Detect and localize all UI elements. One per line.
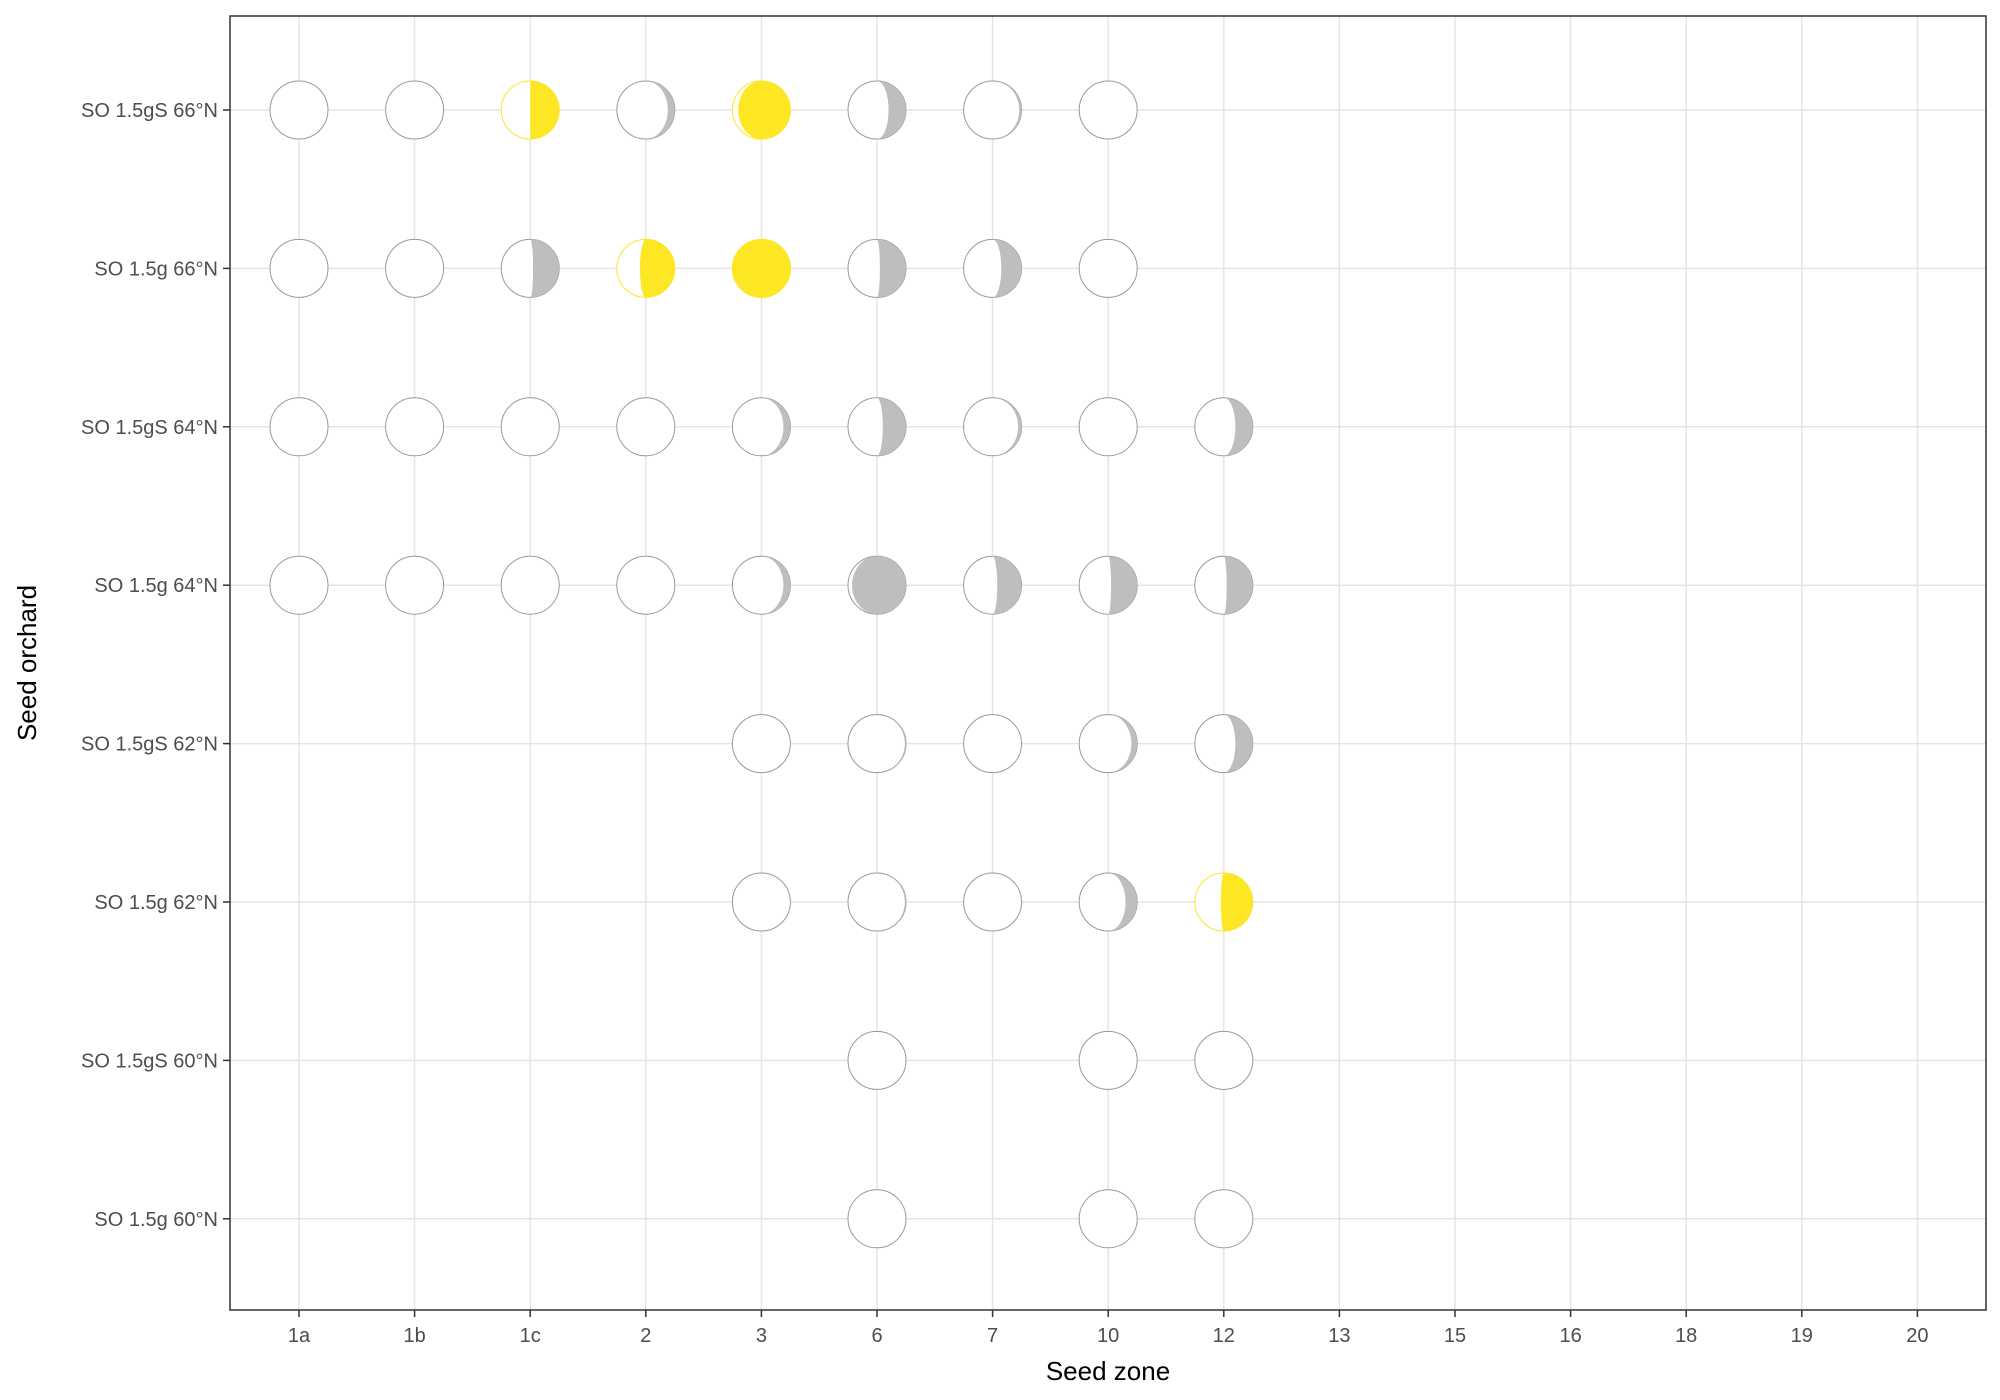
moon-point-fill	[645, 81, 675, 139]
moon-point-fill	[738, 81, 791, 139]
moon-point-fill	[992, 556, 1022, 615]
moon-point-fill	[1223, 397, 1253, 456]
moon-point-fill	[530, 239, 560, 298]
moon-point-outline	[847, 1030, 907, 1090]
moon-point-fill	[530, 81, 560, 139]
moon-point-outline	[616, 397, 676, 457]
moon-point-outline	[963, 872, 1023, 932]
y-tick-label: SO 1.5g 60°N	[94, 1209, 218, 1231]
moon-point-fill	[1108, 873, 1138, 931]
moon-point-fill	[1223, 714, 1253, 773]
x-axis-title: Seed zone	[1046, 1356, 1170, 1386]
moon-point-outline	[385, 397, 445, 457]
moon-point-fill	[852, 556, 906, 615]
x-tick-label: 2	[640, 1325, 651, 1347]
y-tick-label: SO 1.5g 66°N	[94, 258, 218, 280]
moon-point-outline	[1194, 1189, 1254, 1249]
moon-point-outline	[1194, 1030, 1254, 1090]
y-axis-title: Seed orchard	[12, 585, 42, 741]
x-tick-label: 1c	[520, 1325, 541, 1347]
moon-point-outline	[500, 397, 560, 457]
moon-point-outline	[269, 80, 329, 140]
moon-point-outline	[500, 555, 560, 615]
moon-point-fill	[877, 397, 906, 456]
moon-point-outline	[1078, 1189, 1138, 1249]
moon-point-fill	[1108, 556, 1138, 615]
x-axis: 1a 1b 1c 2 3 6 7 10 12 13 15 16 18 19 20	[288, 1310, 1929, 1347]
moon-point-outline	[1078, 238, 1138, 298]
moon-point-outline	[1078, 397, 1138, 457]
moon-point-outline	[616, 555, 676, 615]
x-tick-label: 1a	[288, 1325, 311, 1347]
y-tick-label: SO 1.5g 64°N	[94, 575, 218, 597]
x-tick-label: 3	[756, 1325, 767, 1347]
moon-point-fill	[1220, 873, 1253, 931]
x-tick-label: 16	[1559, 1325, 1581, 1347]
moon-point-outline	[269, 397, 329, 457]
moon-point-outline	[1078, 1030, 1138, 1090]
moon-point-outline	[385, 80, 445, 140]
y-tick-label: SO 1.5gS 66°N	[81, 100, 218, 122]
moon-point-fill	[1223, 556, 1253, 615]
x-tick-label: 6	[871, 1325, 882, 1347]
moon-point-outline	[963, 714, 1023, 774]
moon-point-outline	[269, 238, 329, 298]
moon-point-outline	[847, 1189, 907, 1249]
moon-points	[269, 80, 1254, 1249]
y-axis: SO 1.5gS 66°N SO 1.5g 66°N SO 1.5gS 64°N SO…	[81, 100, 230, 1231]
moon-point-outline	[731, 872, 791, 932]
x-tick-label: 12	[1213, 1325, 1235, 1347]
moon-point-fill	[1108, 714, 1138, 773]
x-tick-label: 15	[1444, 1325, 1466, 1347]
moon-point-fill	[639, 239, 675, 298]
x-tick-label: 18	[1675, 1325, 1697, 1347]
y-tick-label: SO 1.5g 62°N	[94, 892, 218, 914]
x-tick-label: 10	[1097, 1325, 1119, 1347]
moon-point-fill	[731, 238, 791, 298]
moon-point-fill	[877, 81, 906, 139]
moon-point-outline	[269, 555, 329, 615]
y-tick-label: SO 1.5gS 62°N	[81, 734, 218, 756]
moon-point-outline	[385, 238, 445, 298]
moon-point-fill	[761, 556, 791, 615]
x-tick-label: 13	[1328, 1325, 1350, 1347]
moon-point-outline	[385, 555, 445, 615]
x-tick-label: 7	[987, 1325, 998, 1347]
moon-point-outline	[1078, 80, 1138, 140]
y-tick-label: SO 1.5gS 64°N	[81, 417, 218, 439]
x-tick-label: 19	[1791, 1325, 1813, 1347]
moon-point-fill	[877, 239, 906, 298]
moon-point-fill	[761, 397, 791, 456]
moon-point-outline	[731, 714, 791, 774]
x-tick-label: 1b	[403, 1325, 425, 1347]
y-tick-label: SO 1.5gS 60°N	[81, 1050, 218, 1072]
moon-point-fill	[992, 239, 1022, 298]
x-tick-label: 20	[1906, 1325, 1928, 1347]
